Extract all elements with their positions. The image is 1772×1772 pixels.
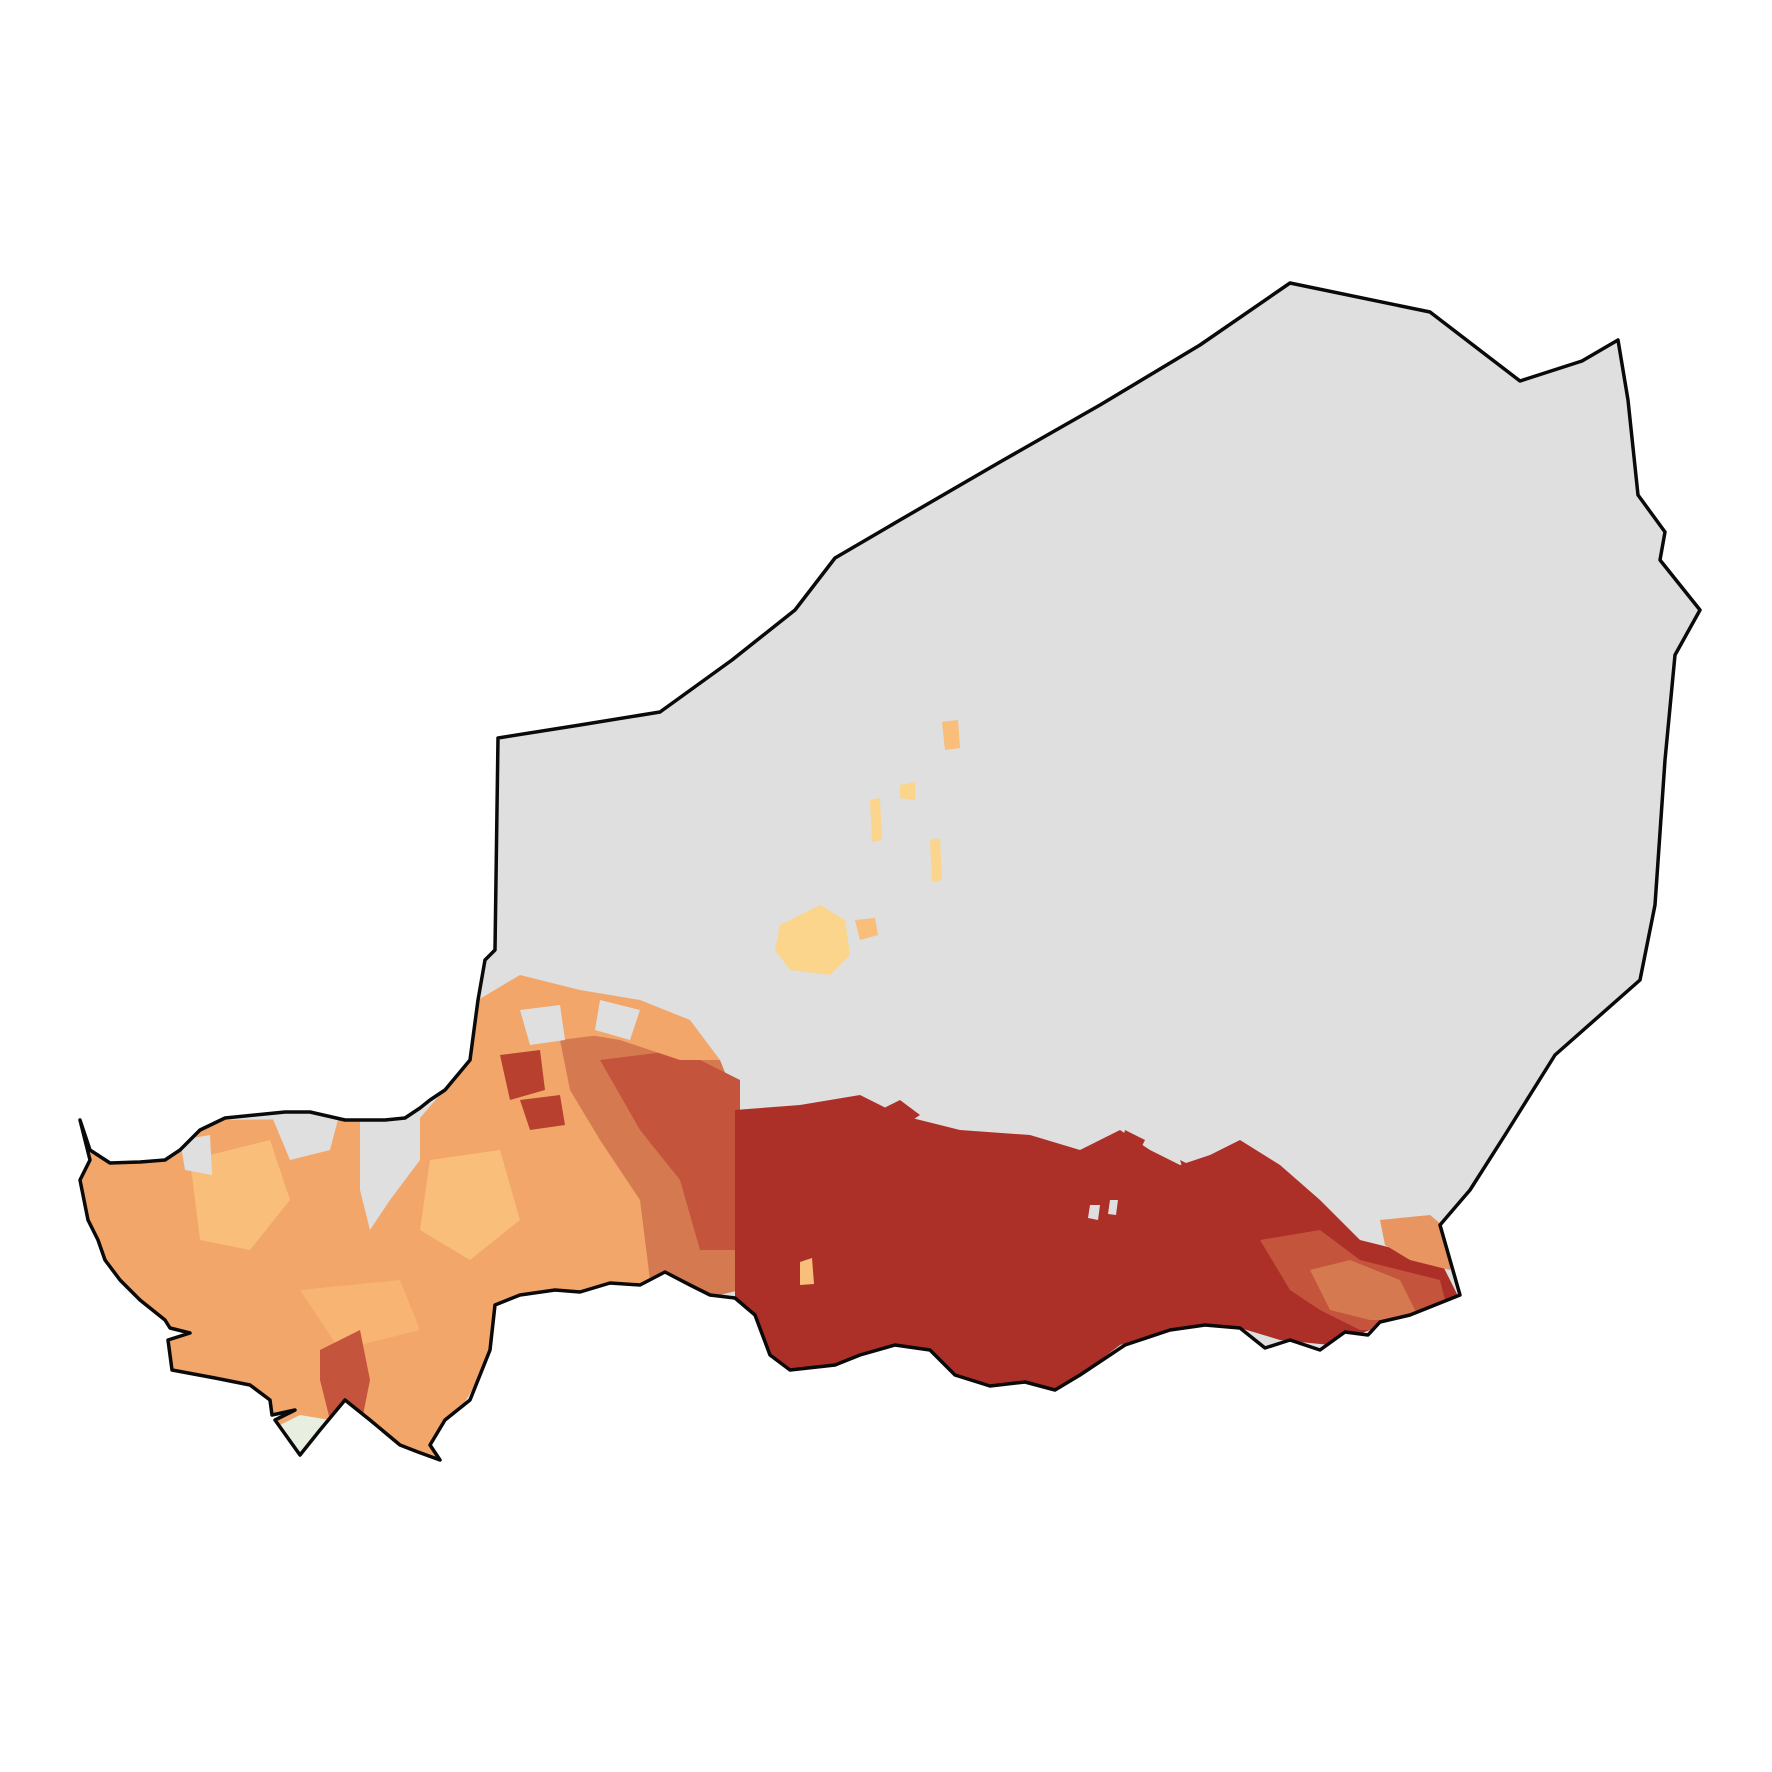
region-high-southwest (320, 1330, 370, 1430)
region-medium-air-2 (855, 918, 878, 940)
region-very-low-air-4 (942, 720, 960, 750)
spot-low-central (800, 1258, 814, 1285)
region-high-patch-b (520, 1095, 565, 1130)
nodata-hole-west-2 (360, 1118, 420, 1230)
region-very-low-air-6 (870, 798, 882, 842)
region-very-high-fringe-3 (1180, 1160, 1200, 1190)
region-low-west-2 (420, 1150, 520, 1260)
region-very-high-fringe-4 (1060, 1150, 1080, 1175)
nodata-patch-north-2 (595, 1000, 640, 1040)
region-very-high-fringe-2 (1120, 1130, 1145, 1160)
nodata-patch-north-1 (520, 1005, 565, 1045)
region-very-low-air-5 (930, 838, 942, 882)
region-high-mid (600, 1050, 740, 1250)
region-medium-high-east (1310, 1260, 1420, 1320)
nodata-hole-west-3 (180, 1135, 212, 1175)
region-high-patch-a (500, 1050, 545, 1100)
region-low-west-3 (300, 1280, 420, 1350)
spot-grey-central-1 (1088, 1205, 1100, 1220)
region-low-west-1 (190, 1140, 290, 1250)
value-raster (80, 720, 1460, 1460)
region-very-high-central-east (735, 1095, 1460, 1392)
region-very-high-fringe-1 (880, 1100, 920, 1125)
nodata-hole-west-1 (270, 1112, 340, 1160)
region-very-low-air-3 (900, 782, 915, 800)
region-very-low-air-1 (775, 905, 850, 975)
spot-grey-central-2 (1108, 1200, 1118, 1215)
